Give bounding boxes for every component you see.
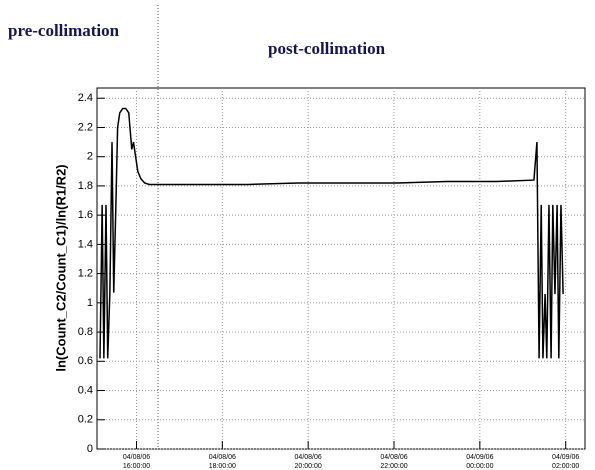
y-axis-label: ln(Count_C2/Count_C1)/ln(R1/R2): [53, 164, 68, 371]
y-tick-label: 2: [87, 151, 93, 163]
y-tick-label: 0.2: [78, 414, 93, 426]
y-tick-label: 2.4: [78, 92, 93, 104]
y-tick-label: 0: [87, 443, 93, 455]
y-tick-label: 0.6: [78, 355, 93, 367]
x-tick-label: 04/08/06 16:00:00: [123, 454, 150, 470]
x-tick-label: 04/09/06 00:00:00: [466, 454, 493, 470]
plot-frame: [96, 87, 586, 450]
y-tick-label: 2.2: [78, 121, 93, 133]
data-line: [99, 107, 564, 359]
annotation: pre-collimation: [8, 21, 120, 40]
x-tick-label: 04/08/06 20:00:00: [295, 454, 322, 470]
annotation: post-collimation: [268, 39, 386, 58]
y-tick-label: 1.6: [78, 209, 93, 221]
y-tick-label: 0.8: [78, 326, 93, 338]
x-tick-label: 04/08/06 22:00:00: [380, 454, 407, 470]
x-tick-label: 04/09/06 02:00:00: [552, 454, 579, 470]
x-tick-label: 04/08/06 18:00:00: [209, 454, 236, 470]
y-tick-label: 0.4: [78, 384, 93, 396]
y-tick-label: 1.8: [78, 180, 93, 192]
y-tick-label: 1.2: [78, 268, 93, 280]
y-tick-label: 1.4: [78, 238, 93, 250]
y-tick-label: 1: [87, 297, 93, 309]
